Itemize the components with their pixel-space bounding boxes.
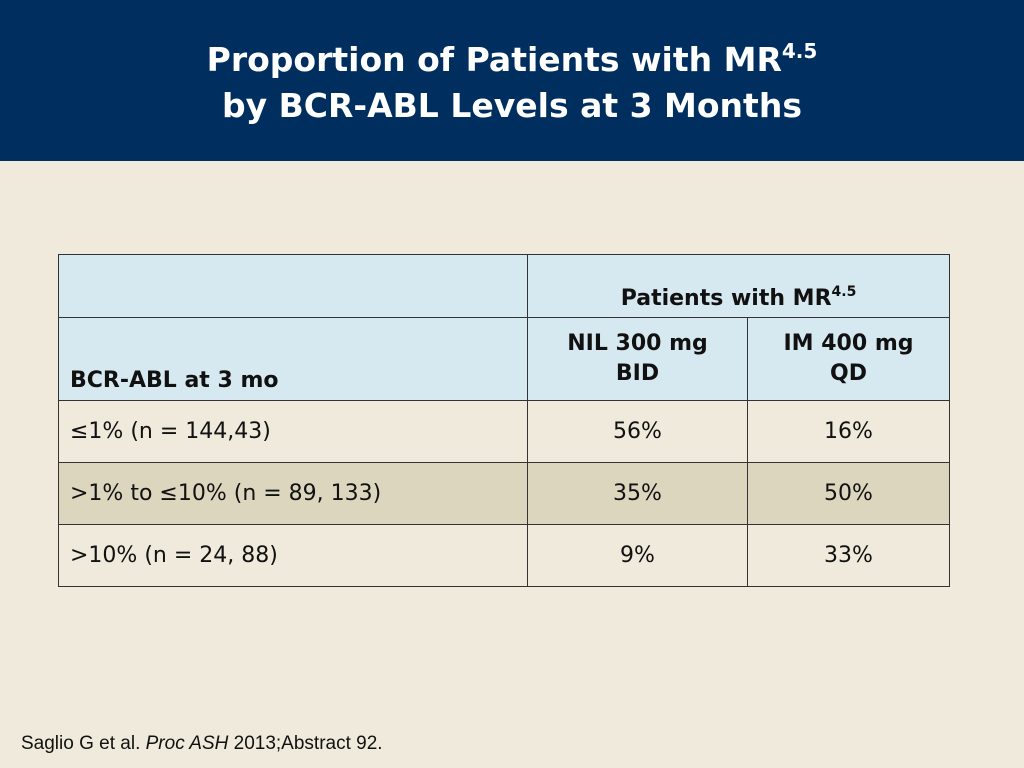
arm1-header-cell: NIL 300 mg BID (527, 317, 748, 401)
table-group-header-row: Patients with MR4.5 (58, 254, 951, 318)
arm1-label-line1: NIL 300 mg (567, 331, 708, 356)
nil-value-cell: 35% (527, 462, 748, 525)
im-value-cell: 50% (746, 462, 951, 525)
group-header-cell: Patients with MR4.5 (526, 254, 951, 318)
im-value-cell: 16% (746, 400, 951, 463)
group-header-superscript: 4.5 (831, 284, 857, 300)
arm2-label-line2: QD (830, 361, 867, 386)
slide-title-line-1: Proportion of Patients with MR4.5 (0, 40, 1024, 80)
slide-title-superscript: 4.5 (781, 39, 818, 63)
citation-authors: Saglio G et al. (21, 733, 146, 754)
slide-title-line-2: by BCR-ABL Levels at 3 Months (222, 86, 802, 125)
arm2-label-line1: IM 400 mg (783, 331, 914, 356)
citation-footnote: Saglio G et al. Proc ASH 2013;Abstract 9… (21, 733, 383, 755)
group-header-label: Patients with MR (620, 286, 832, 311)
table-row: >1% to ≤10% (n = 89, 133) 35% 50% (58, 462, 951, 525)
nil-value-cell: 9% (527, 524, 748, 587)
slide-title-prefix: Proportion of Patients with MR (206, 40, 782, 79)
im-value-cell: 33% (746, 524, 951, 587)
citation-journal: Proc ASH (145, 733, 229, 754)
table-row: ≤1% (n = 144,43) 56% 16% (58, 400, 951, 463)
arm1-label-line2: BID (615, 361, 660, 386)
row-header-cell: BCR-ABL at 3 mo (58, 317, 528, 401)
citation-details: 2013;Abstract 92. (228, 733, 383, 754)
row-label-cell: >1% to ≤10% (n = 89, 133) (58, 462, 528, 525)
table-row: >10% (n = 24, 88) 9% 33% (58, 524, 951, 587)
arm2-header-cell: IM 400 mg QD (746, 317, 951, 401)
row-header-label: BCR-ABL at 3 mo (70, 368, 279, 393)
table-column-header-row: BCR-ABL at 3 mo NIL 300 mg BID IM 400 mg Q… (58, 317, 951, 401)
row-label-cell: >10% (n = 24, 88) (58, 524, 528, 587)
results-table: Patients with MR4.5 BCR-ABL at 3 mo NIL … (58, 254, 951, 587)
row-label-cell: ≤1% (n = 144,43) (58, 400, 528, 463)
title-bar: Proportion of Patients with MR4.5 by BCR… (0, 0, 1024, 161)
nil-value-cell: 56% (527, 400, 748, 463)
table-empty-corner-cell (58, 254, 528, 318)
